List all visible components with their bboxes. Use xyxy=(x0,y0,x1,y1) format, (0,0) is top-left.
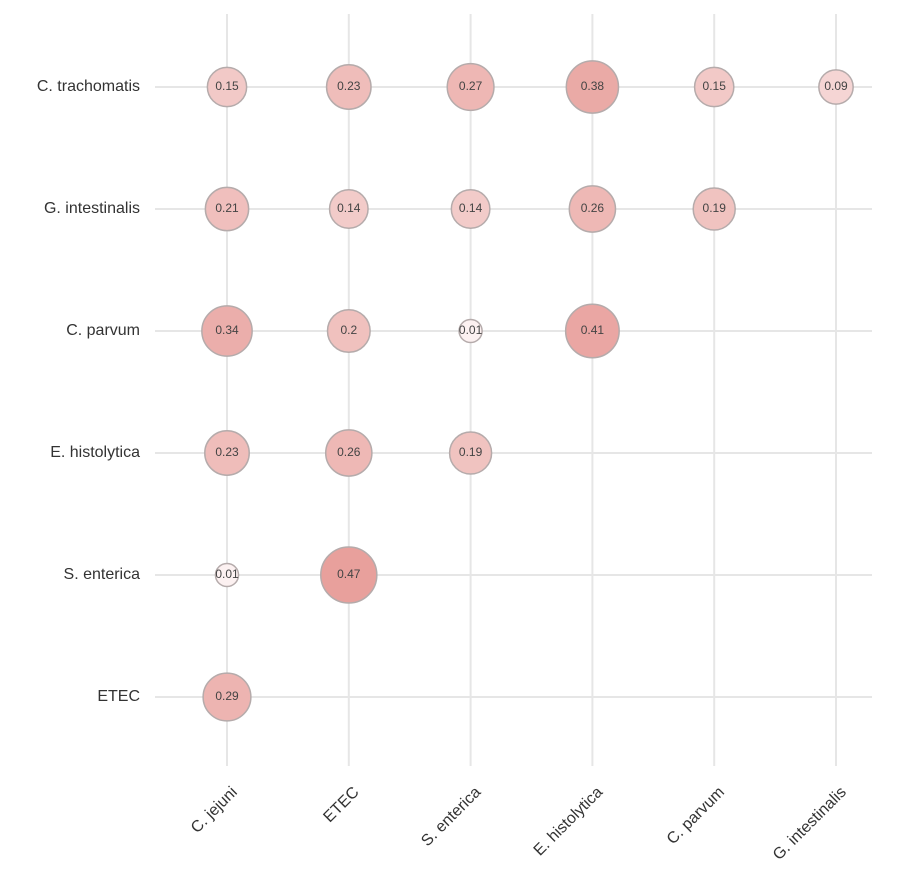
value-label: 0.21 xyxy=(215,201,239,215)
bubble xyxy=(201,305,253,357)
bubble xyxy=(450,188,491,230)
value-label: 0.23 xyxy=(337,79,361,93)
value-label: 0.41 xyxy=(581,323,605,337)
value-label: 0.01 xyxy=(459,323,483,337)
value-label: 0.26 xyxy=(337,445,361,459)
bubble xyxy=(204,430,250,476)
value-label: 0.27 xyxy=(459,79,483,93)
bubble xyxy=(446,62,495,112)
bubble xyxy=(328,188,369,230)
x-tick-label: E. histolytica xyxy=(531,784,607,860)
value-label: 0.14 xyxy=(459,201,483,215)
value-label: 0.2 xyxy=(340,323,357,337)
x-tick-label: ETEC xyxy=(320,784,362,826)
bubble xyxy=(324,429,373,477)
value-label: 0.19 xyxy=(459,445,483,459)
bubble xyxy=(320,546,378,604)
value-label: 0.14 xyxy=(337,201,361,215)
value-label: 0.15 xyxy=(703,79,727,93)
value-label: 0.19 xyxy=(703,201,727,215)
x-tick-label: C. parvum xyxy=(664,784,728,848)
bubble xyxy=(325,64,372,110)
bubble xyxy=(204,186,250,232)
bubble xyxy=(206,66,248,108)
y-tick-label: S. enterica xyxy=(64,566,141,583)
value-label: 0.15 xyxy=(215,79,239,93)
bubble xyxy=(326,308,371,354)
bubble xyxy=(568,185,617,233)
value-label: 0.26 xyxy=(581,201,605,215)
value-label: 0.38 xyxy=(581,79,605,93)
value-label: 0.47 xyxy=(337,567,361,581)
x-tick-label: C. jejuni xyxy=(188,784,241,837)
y-tick-label: C. parvum xyxy=(66,322,140,339)
bubble xyxy=(692,187,736,231)
y-tick-label: E. histolytica xyxy=(50,444,140,461)
bubble xyxy=(202,672,252,722)
bubble xyxy=(693,66,735,108)
value-label: 0.09 xyxy=(824,79,848,93)
y-tick-label: C. trachomatis xyxy=(37,78,140,95)
y-tick-label: ETEC xyxy=(97,688,140,705)
value-label: 0.23 xyxy=(215,445,239,459)
bubble xyxy=(564,303,620,359)
value-label: 0.01 xyxy=(215,567,239,581)
value-label: 0.34 xyxy=(215,323,239,337)
x-tick-label: S. enterica xyxy=(418,784,484,850)
bubble xyxy=(214,562,240,588)
x-tick-label: G. intestinalis xyxy=(770,784,850,864)
bubble xyxy=(565,60,620,114)
bubble xyxy=(818,69,854,105)
bubble xyxy=(448,431,493,475)
bubble xyxy=(458,318,483,344)
value-label: 0.29 xyxy=(215,689,239,703)
y-tick-label: G. intestinalis xyxy=(44,200,140,217)
